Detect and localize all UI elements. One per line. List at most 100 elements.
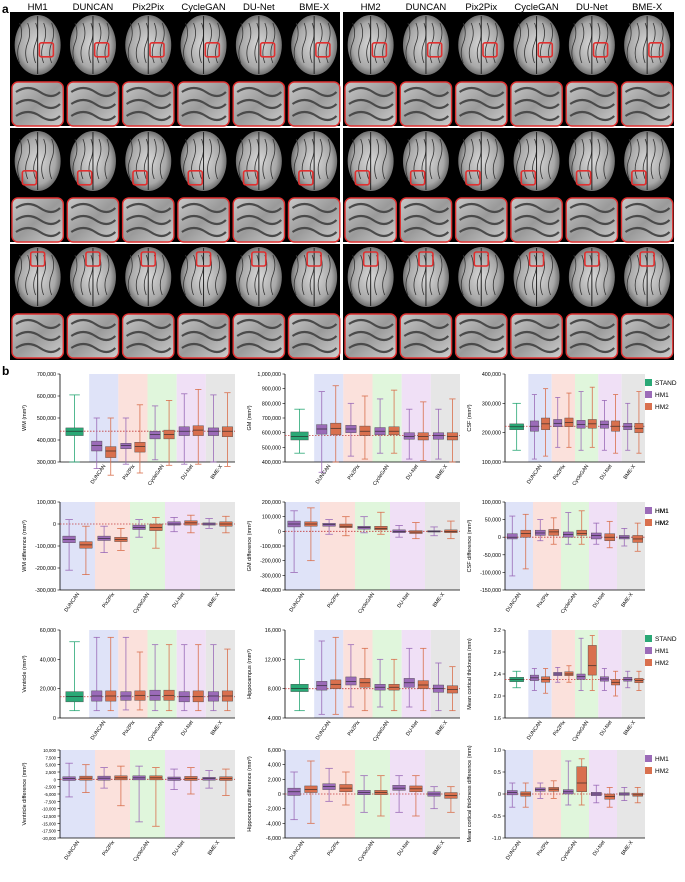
hm1-box	[345, 676, 357, 686]
y-tick-label: 500,000	[262, 445, 281, 451]
zoom-gyrus	[236, 202, 282, 214]
group-band	[200, 750, 235, 838]
sulcus-line	[658, 254, 664, 296]
x-category-label: Pix2Pix	[122, 463, 137, 481]
roi-box	[315, 41, 331, 58]
roi-box	[648, 41, 664, 58]
roi-box	[38, 41, 55, 58]
sulcus-line	[238, 138, 244, 180]
y-axis-label: Mean cortical thickness difference (mm)	[467, 745, 473, 842]
legend-label: HM1	[655, 508, 669, 515]
zoom-patch	[66, 313, 120, 359]
legend-swatch	[645, 647, 652, 654]
zoom-gyrus	[125, 318, 172, 330]
zoom-gyrus	[458, 330, 505, 342]
sulcus-line	[358, 138, 364, 180]
x-category-label: DUNCAN	[288, 592, 306, 614]
hm1-box	[149, 430, 161, 440]
roi-box	[149, 41, 165, 58]
x-category-label: DUNCAN	[288, 840, 306, 862]
zoom-gyrus	[125, 226, 172, 238]
y-tick-label: 0	[53, 716, 56, 722]
x-category-label: DUNCAN	[505, 592, 523, 614]
zoom-gyrus	[624, 226, 671, 238]
zoom-gyrus	[348, 110, 394, 122]
zoom-patch	[399, 197, 453, 243]
legend-swatch	[645, 767, 652, 774]
sulcus-line	[626, 138, 632, 180]
y-tick-label: -17,500	[42, 829, 57, 834]
group-band	[60, 750, 95, 838]
zoom-patch	[510, 197, 563, 243]
zoom-gyrus	[125, 330, 172, 342]
x-category-label: BME-X	[623, 719, 638, 736]
hm2-box	[192, 690, 204, 703]
sulcus-line	[524, 138, 529, 180]
sulcus-line	[468, 138, 474, 180]
sulcus-line	[72, 254, 78, 296]
zoom-gyrus	[624, 98, 671, 110]
y-axis-label: CSF (mm³)	[467, 404, 473, 431]
group-band	[430, 630, 460, 718]
roi-box	[426, 41, 443, 58]
zoom-gyrus	[70, 318, 117, 330]
stand-box	[290, 684, 309, 692]
x-category-label: CycleGAN	[560, 592, 579, 615]
sulcus-line	[374, 138, 380, 180]
sulcus-line	[634, 254, 640, 296]
zoom-gyrus	[514, 86, 560, 98]
column-header: DU-Net	[243, 2, 275, 13]
y-tick-label: 0	[498, 792, 501, 798]
y-tick-label: 0.5	[494, 770, 501, 776]
zoom-gyrus	[514, 110, 560, 122]
sulcus-line	[17, 22, 23, 64]
y-axis-label: Ventricle (mm³)	[22, 655, 28, 692]
y-tick-label: -10,000	[42, 807, 57, 812]
zoom-gyrus	[348, 226, 394, 238]
y-tick-label: -300,000	[35, 588, 56, 594]
sulcus-line	[468, 22, 474, 64]
x-category-label: Pix2Pix	[536, 839, 551, 857]
zoom-gyrus	[514, 226, 560, 238]
x-category-label: BME-X	[207, 839, 222, 856]
group-band	[372, 630, 402, 718]
zoom-gyrus	[15, 98, 61, 110]
sulcus-line	[135, 138, 141, 180]
hm2-box	[339, 523, 353, 528]
column-header: BME-X	[632, 2, 663, 13]
group-band	[118, 630, 148, 718]
hm2-box	[359, 425, 371, 436]
legend-swatch	[645, 755, 652, 762]
zoom-gyrus	[403, 98, 450, 110]
group-band	[401, 374, 431, 462]
x-category-label: DU-Net	[599, 463, 614, 481]
sulcus-line	[159, 254, 165, 296]
sulcus-line	[96, 138, 102, 180]
legend-label: HM1	[655, 756, 669, 763]
group-band	[147, 630, 177, 718]
y-tick-label: 200,000	[262, 500, 281, 506]
sulcus-line	[127, 22, 133, 64]
zoom-gyrus	[236, 98, 282, 110]
hm1-box	[91, 440, 103, 452]
zoom-gyrus	[569, 342, 615, 354]
zoom-gyrus	[70, 342, 117, 354]
zoom-gyrus	[15, 214, 61, 226]
legend-label: HM1	[655, 392, 669, 399]
zoom-patch	[11, 197, 64, 243]
legend-label: HM2	[655, 660, 669, 667]
group-band	[200, 502, 235, 590]
sulcus-line	[49, 138, 55, 180]
zoom-patch	[232, 81, 286, 127]
zoom-gyrus	[624, 342, 671, 354]
sulcus-line	[579, 22, 585, 64]
roi-box	[140, 251, 157, 267]
zoom-gyrus	[514, 214, 560, 226]
y-tick-label: 200,000	[482, 431, 501, 437]
y-tick-label: 600,000	[37, 394, 56, 400]
zoom-gyrus	[569, 226, 615, 238]
sulcus-line	[460, 138, 466, 180]
zoom-gyrus	[291, 226, 338, 238]
y-tick-label: 100,000	[262, 515, 281, 521]
y-tick-label: 300,000	[482, 401, 501, 407]
